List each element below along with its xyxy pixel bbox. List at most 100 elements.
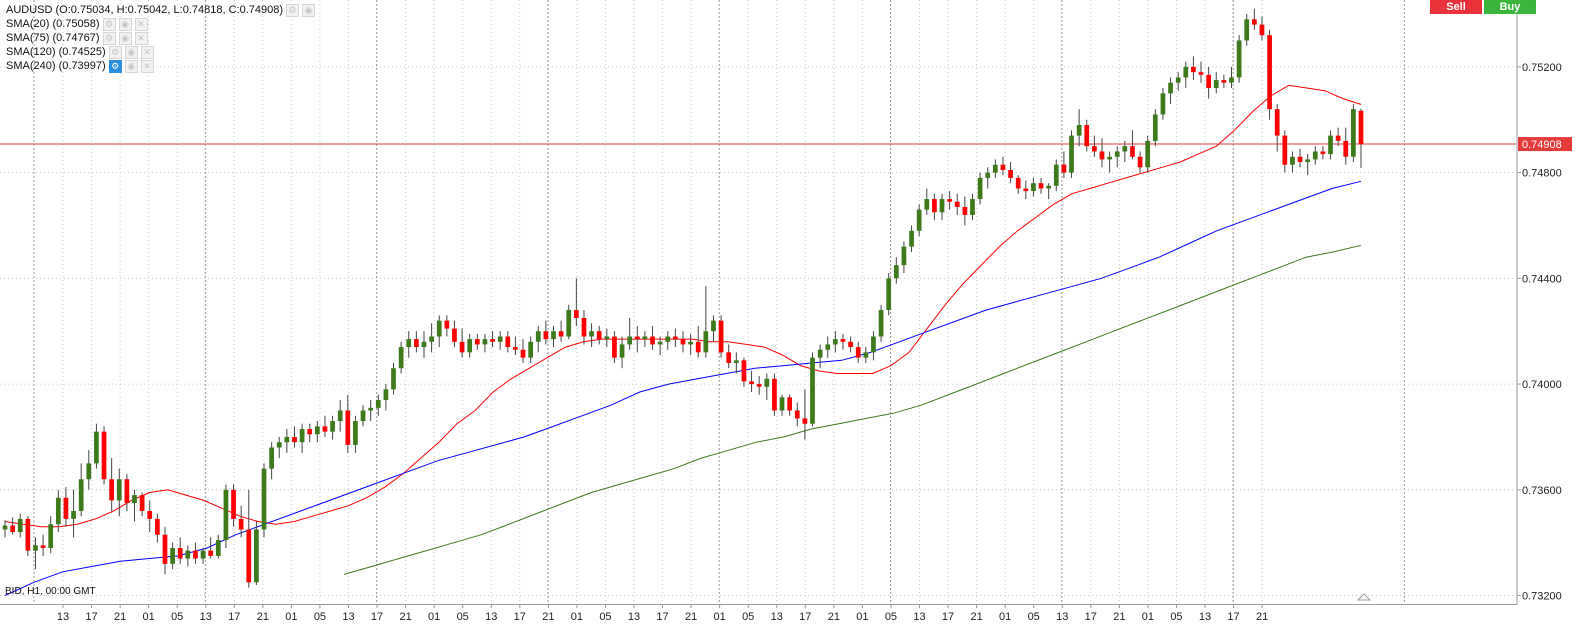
- candle-body: [421, 341, 427, 348]
- sma120-line: [343, 244, 1362, 575]
- candle-body: [612, 336, 617, 358]
- settings-icon[interactable]: ⚙: [108, 45, 122, 59]
- candle-body: [48, 524, 54, 548]
- candle-body: [1320, 151, 1326, 155]
- x-tick-label: 05: [885, 611, 897, 623]
- candle-body: [116, 479, 122, 501]
- candle-body: [78, 479, 84, 511]
- candle-body: [817, 349, 823, 358]
- candle-body: [124, 479, 130, 504]
- buy-button[interactable]: Buy: [1484, 0, 1536, 14]
- candlestick-series: [2, 8, 1364, 588]
- candle-body: [360, 410, 366, 422]
- x-tick-label: 05: [171, 611, 183, 623]
- x-tick-label: 05: [1170, 611, 1182, 623]
- candle-body: [17, 518, 23, 533]
- candle-body: [581, 317, 587, 337]
- candle-body: [1198, 72, 1204, 75]
- candle-body: [1069, 135, 1074, 173]
- time-axis[interactable]: 13 17 21 01 05 13 17 21 01 05 13 17 21 01 05 13 17 21 01 05…: [57, 604, 1268, 623]
- toggle-icon[interactable]: ◉: [118, 31, 132, 45]
- candle-body: [375, 399, 381, 408]
- candle-body: [619, 344, 625, 358]
- x-tick-label: 21: [970, 611, 982, 623]
- candle-body: [970, 199, 975, 215]
- candle-body: [383, 389, 389, 400]
- close-icon[interactable]: ✕: [140, 59, 154, 73]
- candle-body: [345, 410, 351, 445]
- candle-body: [261, 468, 267, 530]
- sell-button[interactable]: Sell: [1430, 0, 1482, 14]
- candle-body: [954, 201, 960, 207]
- candle-body: [551, 331, 556, 340]
- candle-body: [1213, 80, 1219, 89]
- candle-body: [688, 341, 693, 345]
- candle-body: [215, 540, 221, 556]
- candle-body: [1046, 185, 1052, 189]
- x-tick-label: 21: [685, 611, 697, 623]
- legend-sma75-label: SMA(75) (0.74767): [6, 32, 100, 44]
- candle-body: [1160, 93, 1166, 115]
- candle-body: [1274, 109, 1280, 136]
- candle-body: [1099, 151, 1105, 160]
- toggle-icon[interactable]: ◉: [302, 3, 316, 17]
- close-icon[interactable]: ✕: [140, 45, 154, 59]
- candle-body: [886, 278, 892, 311]
- x-tick-label: 01: [571, 611, 583, 623]
- candle-body: [314, 426, 320, 435]
- settings-icon[interactable]: ⚙: [102, 31, 116, 45]
- x-tick-label: 13: [342, 611, 354, 623]
- y-tick-label: 0.74800: [1522, 168, 1562, 180]
- candle-body: [322, 426, 328, 432]
- candle-body: [299, 429, 305, 443]
- candle-body: [406, 339, 412, 348]
- candle-body: [1259, 24, 1265, 36]
- x-tick-label: 17: [942, 611, 954, 623]
- x-tick-label: 01: [714, 611, 726, 623]
- scroll-marker-icon[interactable]: [1356, 593, 1372, 601]
- settings-icon[interactable]: ⚙: [286, 3, 300, 17]
- candle-body: [208, 550, 214, 556]
- x-tick-label: 13: [57, 611, 69, 623]
- candle-body: [497, 336, 503, 342]
- legend-sma240-label: SMA(240) (0.73997): [6, 60, 106, 72]
- candle-body: [459, 341, 465, 353]
- sma20-line: [4, 84, 1362, 528]
- candle-body: [764, 378, 770, 387]
- legend-sma75-row: SMA(75) (0.74767) ⚙ ◉ ✕: [6, 31, 315, 45]
- x-tick-label: 21: [542, 611, 554, 623]
- candle-body: [482, 339, 488, 345]
- settings-icon[interactable]: ⚙: [102, 17, 116, 31]
- candle-body: [1114, 151, 1120, 157]
- candle-body: [1290, 156, 1295, 165]
- toggle-icon[interactable]: ◉: [124, 59, 138, 73]
- candle-body: [1328, 135, 1333, 155]
- candle-body: [452, 328, 457, 342]
- candle-body: [1031, 183, 1036, 192]
- x-tick-label: 17: [1227, 611, 1239, 623]
- toggle-icon[interactable]: ◉: [118, 17, 132, 31]
- candle-body: [86, 463, 92, 480]
- close-icon[interactable]: ✕: [134, 17, 148, 31]
- candle-body: [63, 497, 69, 519]
- price-axis[interactable]: 0.73200 0.73600 0.74000 0.74400 0.74800 0.752…: [1517, 62, 1562, 603]
- x-tick-label: 13: [913, 611, 925, 623]
- candle-body: [101, 431, 107, 480]
- candle-body: [1130, 146, 1135, 157]
- candle-body: [1244, 19, 1250, 41]
- settings-icon[interactable]: ⚙: [108, 59, 122, 73]
- candle-body: [642, 336, 648, 340]
- candle-body: [916, 209, 922, 231]
- candle-body: [772, 378, 777, 411]
- legend-sma20-row: SMA(20) (0.75058) ⚙ ◉ ✕: [6, 17, 315, 31]
- legend-sma20-label: SMA(20) (0.75058): [6, 18, 100, 30]
- current-price-label: 0.74908: [1522, 139, 1562, 151]
- x-tick-label: 17: [799, 611, 811, 623]
- current-price-tag-bg: [1518, 137, 1572, 152]
- close-icon[interactable]: ✕: [134, 31, 148, 45]
- candle-body: [25, 518, 31, 551]
- toggle-icon[interactable]: ◉: [124, 45, 138, 59]
- candle-body: [269, 447, 274, 469]
- candle-body: [276, 442, 282, 448]
